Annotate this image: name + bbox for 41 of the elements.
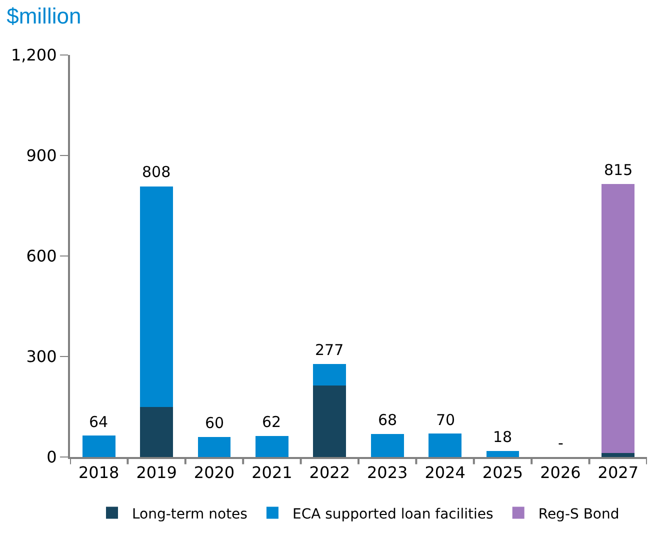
total-label: 60 [205,414,224,432]
bar [486,450,520,457]
x-tick-label: 2027 [598,463,639,482]
text: - [558,434,564,452]
legend-label: Long-term notes [132,506,248,522]
bar [602,184,635,453]
x-tick-label: 2018 [78,463,120,482]
x-tick-label: 2025 [482,463,524,482]
y-tick-label: 0 [46,448,57,467]
total-label: 815 [604,161,633,179]
total-label: 808 [142,163,171,181]
total-label: 68 [378,411,398,429]
total-label: 64 [89,413,108,431]
bar [198,436,231,457]
y-tick-label: 300 [26,347,57,366]
legend-label: ECA supported loan facilities [292,506,494,522]
total-label: 70 [436,411,456,429]
bar [82,436,116,457]
x-tick-label: 2022 [309,463,350,482]
bar [140,406,173,457]
x-tick-label: 2023 [366,463,408,482]
y-tick-label: 600 [26,246,57,266]
total-label: 62 [262,413,282,431]
x-tick-label: 2026 [540,463,581,482]
total-label: 18 [493,428,512,446]
bar [140,186,173,407]
chart-title: $million [6,4,82,29]
y-tick-label: 900 [26,146,57,166]
bar [256,436,288,457]
x-tick-label: 2024 [424,463,466,482]
x-tick-label: 2020 [194,463,235,482]
bar [428,434,462,457]
x-tick-label: 2021 [252,463,292,482]
total-label: 277 [315,341,344,359]
bar [370,434,404,457]
bar [313,364,346,386]
legend-label: Reg-S Bond [538,506,620,522]
x-tick-label: 2019 [136,463,177,482]
bar [313,385,346,457]
bar [602,452,635,457]
y-tick-label: 1,200 [10,46,57,65]
